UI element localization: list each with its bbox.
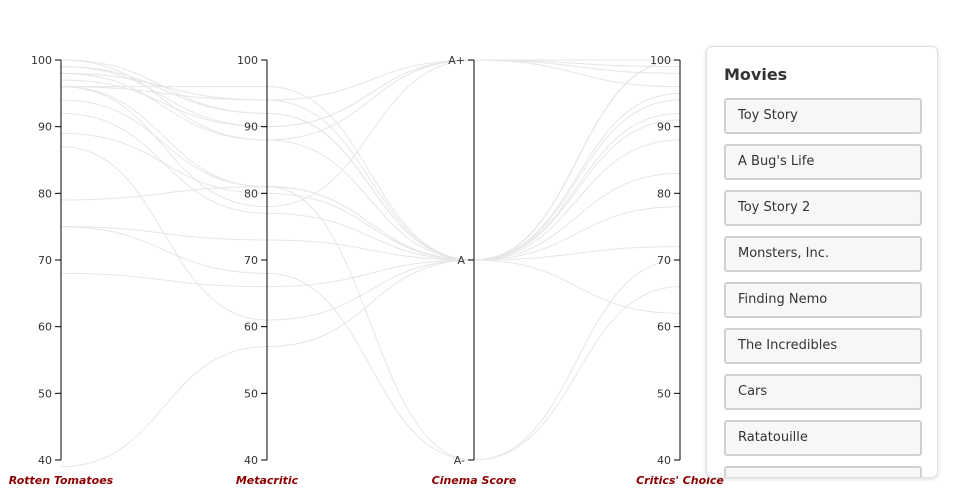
movie-line	[60, 246, 681, 288]
movie-line	[60, 186, 681, 461]
tick-label: 80	[38, 187, 52, 200]
movie-line	[60, 146, 681, 321]
movie-line	[60, 59, 681, 261]
movie-item[interactable]: Monsters, Inc.	[724, 236, 922, 272]
tick-label: A	[457, 254, 465, 267]
movie-line	[60, 259, 681, 468]
tick-label: A-	[454, 454, 465, 467]
tick-label: 60	[38, 321, 52, 334]
tick-label: 100	[650, 54, 671, 67]
movies-panel: Movies Toy Story A Bug's Life Toy Story 2 M…	[706, 46, 938, 478]
tick-label: 90	[38, 121, 52, 134]
movie-item[interactable]: Toy Story 2	[724, 190, 922, 226]
axis-title: Rotten Tomatoes	[9, 474, 114, 487]
movie-item[interactable]: A Bug's Life	[724, 144, 922, 180]
tick-label: 70	[657, 254, 671, 267]
panel-title: Movies	[724, 65, 788, 84]
movie-line	[60, 206, 681, 261]
tick-label: 70	[38, 254, 52, 267]
movie-list: Toy Story A Bug's Life Toy Story 2 Monsters…	[724, 98, 922, 477]
tick-label: 100	[237, 54, 258, 67]
movie-line	[60, 59, 681, 101]
axis: A- A A+ Cinema Score	[432, 54, 517, 487]
axis-title: Cinema Score	[432, 474, 517, 487]
movie-line	[60, 59, 681, 208]
movie-item[interactable]: Finding Nemo	[724, 282, 922, 318]
movie-item[interactable]: Ratatouille	[724, 420, 922, 456]
tick-label: 50	[657, 387, 671, 400]
movie-item[interactable]: Toy Story	[724, 98, 922, 134]
movie-item[interactable]	[724, 466, 922, 477]
tick-label: 100	[31, 54, 52, 67]
tick-label: 40	[657, 454, 671, 467]
tick-label: 40	[38, 454, 52, 467]
movie-line	[60, 112, 681, 261]
tick-label: 80	[657, 187, 671, 200]
tick-label: 70	[244, 254, 258, 267]
tick-label: 50	[38, 387, 52, 400]
axes: 40 50 60 70 80 90 100 Rotten Tomatoes 40 50 60 70 80…	[9, 54, 725, 487]
tick-label: 50	[244, 387, 258, 400]
movie-lines	[60, 59, 681, 468]
axis: 40 50 60 70 80 90 100 Rotten Tomatoes	[9, 54, 114, 487]
axis: 40 50 60 70 80 90 100 Critics' Choice	[636, 54, 724, 487]
tick-label: 60	[244, 321, 258, 334]
movie-item[interactable]: The Incredibles	[724, 328, 922, 364]
movie-line	[60, 226, 681, 461]
movie-line	[60, 86, 681, 261]
tick-label: 80	[244, 187, 258, 200]
movie-line	[60, 59, 681, 128]
axis-title: Critics' Choice	[636, 474, 724, 487]
tick-label: 90	[244, 121, 258, 134]
axis-title: Metacritic	[236, 474, 299, 487]
axis: 40 50 60 70 80 90 100 Metacritic	[236, 54, 299, 487]
tick-label: 60	[657, 321, 671, 334]
movie-item[interactable]: Cars	[724, 374, 922, 410]
tick-label: 40	[244, 454, 258, 467]
tick-label: A+	[448, 54, 465, 67]
tick-label: 90	[657, 121, 671, 134]
